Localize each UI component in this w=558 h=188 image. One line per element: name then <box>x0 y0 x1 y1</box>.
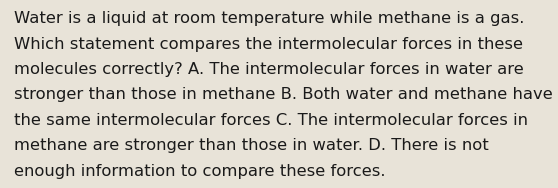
Text: methane are stronger than those in water. D. There is not: methane are stronger than those in water… <box>14 138 489 153</box>
Text: enough information to compare these forces.: enough information to compare these forc… <box>14 164 386 179</box>
Text: Water is a liquid at room temperature while methane is a gas.: Water is a liquid at room temperature wh… <box>14 11 525 26</box>
Text: stronger than those in methane B. Both water and methane have: stronger than those in methane B. Both w… <box>14 87 553 102</box>
Text: molecules correctly? A. The intermolecular forces in water are: molecules correctly? A. The intermolecul… <box>14 62 524 77</box>
Text: Which statement compares the intermolecular forces in these: Which statement compares the intermolecu… <box>14 37 523 52</box>
Text: the same intermolecular forces C. The intermolecular forces in: the same intermolecular forces C. The in… <box>14 113 528 128</box>
